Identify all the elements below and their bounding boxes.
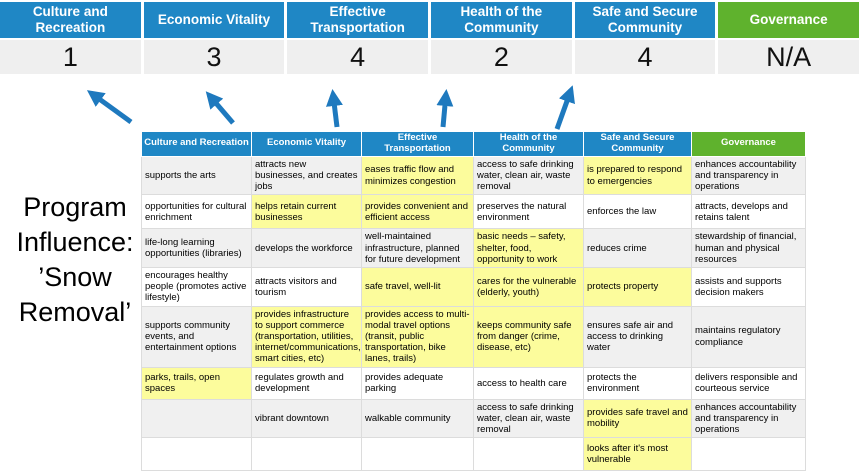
matrix-cell: supports community events, and entertain… xyxy=(141,305,252,368)
matrix-cell: delivers responsible and courteous servi… xyxy=(691,366,806,400)
matrix-row-1: supports the arts attracts new businesses… xyxy=(141,155,806,196)
matrix-cell: attracts, develops and retains talent xyxy=(691,194,806,230)
matrix-cell: preserves the natural environment xyxy=(473,194,584,230)
matrix-cell xyxy=(251,437,362,471)
matrix-header-governance: Governance xyxy=(691,131,806,157)
score-health-of-the-community: 2 xyxy=(431,40,572,74)
matrix-cell-highlighted: looks after it's most vulnerable xyxy=(583,437,692,471)
matrix-header-effective-transportation: Effective Transportation xyxy=(361,131,474,157)
matrix-header-safe-and-secure-community: Safe and Secure Community xyxy=(583,131,692,157)
score-link-arrows xyxy=(86,85,575,130)
summary-header-safe-and-secure-community: Safe and Secure Community xyxy=(574,2,716,38)
summary-column-economic-vitality: Economic Vitality 3 xyxy=(143,2,285,74)
matrix-cell: well-maintained infrastructure, planned … xyxy=(361,228,474,269)
matrix-row-8: looks after it's most vulnerable xyxy=(141,437,806,471)
matrix-cell: ensures safe air and access to drinking … xyxy=(583,305,692,368)
matrix-row-7: vibrant downtown walkable community access… xyxy=(141,398,806,439)
matrix-cell: enhances accountability and transparency… xyxy=(691,155,806,196)
score-safe-and-secure-community: 4 xyxy=(574,40,716,74)
matrix-row-5: supports community events, and entertain… xyxy=(141,305,806,368)
matrix-cell-highlighted: safe travel, well-lit xyxy=(361,267,474,307)
matrix-row-4: encourages healthy people (promotes acti… xyxy=(141,267,806,307)
matrix-cell xyxy=(473,437,584,471)
matrix-head: Culture and Recreation Economic Vitality E… xyxy=(141,131,806,157)
matrix-cell: protects the environment xyxy=(583,366,692,400)
matrix-cell: maintains regulatory compliance xyxy=(691,305,806,368)
score-governance: N/A xyxy=(718,40,859,74)
matrix-header-culture-and-recreation: Culture and Recreation xyxy=(141,131,252,157)
matrix-cell: walkable community xyxy=(361,398,474,439)
priority-score-band: Culture and Recreation 1 Economic Vitali… xyxy=(0,2,859,74)
matrix-cell: enforces the law xyxy=(583,194,692,230)
matrix-cell: opportunities for cultural enrichment xyxy=(141,194,252,230)
matrix-cell: access to safe drinking water, clean air… xyxy=(473,398,584,439)
matrix-cell-highlighted: provides access to multi-modal travel op… xyxy=(361,305,474,368)
matrix-cell: encourages healthy people (promotes acti… xyxy=(141,267,252,307)
matrix-cell-highlighted: parks, trails, open spaces xyxy=(141,366,252,400)
matrix-header-row: Culture and Recreation Economic Vitality E… xyxy=(141,131,806,157)
matrix-cell: provides adequate parking xyxy=(361,366,474,400)
matrix-cell: enhances accountability and transparency… xyxy=(691,398,806,439)
matrix-cell: regulates growth and development xyxy=(251,366,362,400)
matrix-row-3: life-long learning opportunities (librar… xyxy=(141,228,806,269)
score-culture-and-recreation: 1 xyxy=(0,40,141,74)
matrix-cell xyxy=(141,398,252,439)
matrix-cell: assists and supports decision makers xyxy=(691,267,806,307)
program-title-line: ’Snow xyxy=(38,262,112,292)
program-title-line: Influence: xyxy=(16,227,134,257)
summary-column-culture-and-recreation: Culture and Recreation 1 xyxy=(0,2,141,74)
matrix-cell-highlighted: provides infrastructure to support comme… xyxy=(251,305,362,368)
influence-matrix: Culture and Recreation Economic Vitality E… xyxy=(141,131,806,471)
matrix-cell: vibrant downtown xyxy=(251,398,362,439)
summary-column-governance: Governance N/A xyxy=(718,2,859,74)
matrix-cell xyxy=(691,437,806,471)
program-title-line: Removal’ xyxy=(18,297,132,327)
matrix-cell: access to health care xyxy=(473,366,584,400)
summary-header-economic-vitality: Economic Vitality xyxy=(143,2,285,38)
matrix-header-economic-vitality: Economic Vitality xyxy=(251,131,362,157)
matrix-cell: attracts new businesses, and creates job… xyxy=(251,155,362,196)
summary-header-effective-transportation: Effective Transportation xyxy=(287,2,428,38)
matrix-cell: reduces crime xyxy=(583,228,692,269)
summary-column-safe-and-secure-community: Safe and Secure Community 4 xyxy=(574,2,716,74)
score-effective-transportation: 4 xyxy=(287,40,428,74)
up-arrow-icon xyxy=(86,85,575,130)
matrix-cell: stewardship of financial, human and phys… xyxy=(691,228,806,269)
matrix-cell-highlighted: basic needs – safety, shelter, food, opp… xyxy=(473,228,584,269)
score-economic-vitality: 3 xyxy=(143,40,285,74)
matrix-cell: attracts visitors and tourism xyxy=(251,267,362,307)
matrix-row-2: opportunities for cultural enrichment hel… xyxy=(141,194,806,230)
matrix-cell xyxy=(141,437,252,471)
matrix-cell-highlighted: is prepared to respond to emergencies xyxy=(583,155,692,196)
summary-header-governance: Governance xyxy=(718,2,859,38)
matrix-cell-highlighted: cares for the vulnerable (elderly, youth… xyxy=(473,267,584,307)
matrix-cell-highlighted: helps retain current businesses xyxy=(251,194,362,230)
summary-header-health-of-the-community: Health of the Community xyxy=(431,2,572,38)
matrix-cell: access to safe drinking water, clean air… xyxy=(473,155,584,196)
matrix-cell-highlighted: protects property xyxy=(583,267,692,307)
program-influence-title: Program Influence: ’Snow Removal’ xyxy=(0,190,150,330)
matrix-cell: develops the workforce xyxy=(251,228,362,269)
matrix-cell-highlighted: keeps community safe from danger (crime,… xyxy=(473,305,584,368)
matrix-cell xyxy=(361,437,474,471)
program-title-line: Program xyxy=(23,192,127,222)
matrix-body: supports the arts attracts new businesses… xyxy=(141,155,806,471)
summary-column-effective-transportation: Effective Transportation 4 xyxy=(287,2,428,74)
matrix-cell: life-long learning opportunities (librar… xyxy=(141,228,252,269)
matrix-row-6: parks, trails, open spaces regulates grow… xyxy=(141,366,806,400)
matrix-cell: supports the arts xyxy=(141,155,252,196)
matrix-header-health-of-the-community: Health of the Community xyxy=(473,131,584,157)
summary-column-health-of-the-community: Health of the Community 2 xyxy=(431,2,572,74)
matrix-cell-highlighted: provides safe travel and mobility xyxy=(583,398,692,439)
summary-header-culture-and-recreation: Culture and Recreation xyxy=(0,2,141,38)
matrix-cell-highlighted: eases traffic flow and minimizes congest… xyxy=(361,155,474,196)
matrix-cell-highlighted: provides convenient and efficient access xyxy=(361,194,474,230)
